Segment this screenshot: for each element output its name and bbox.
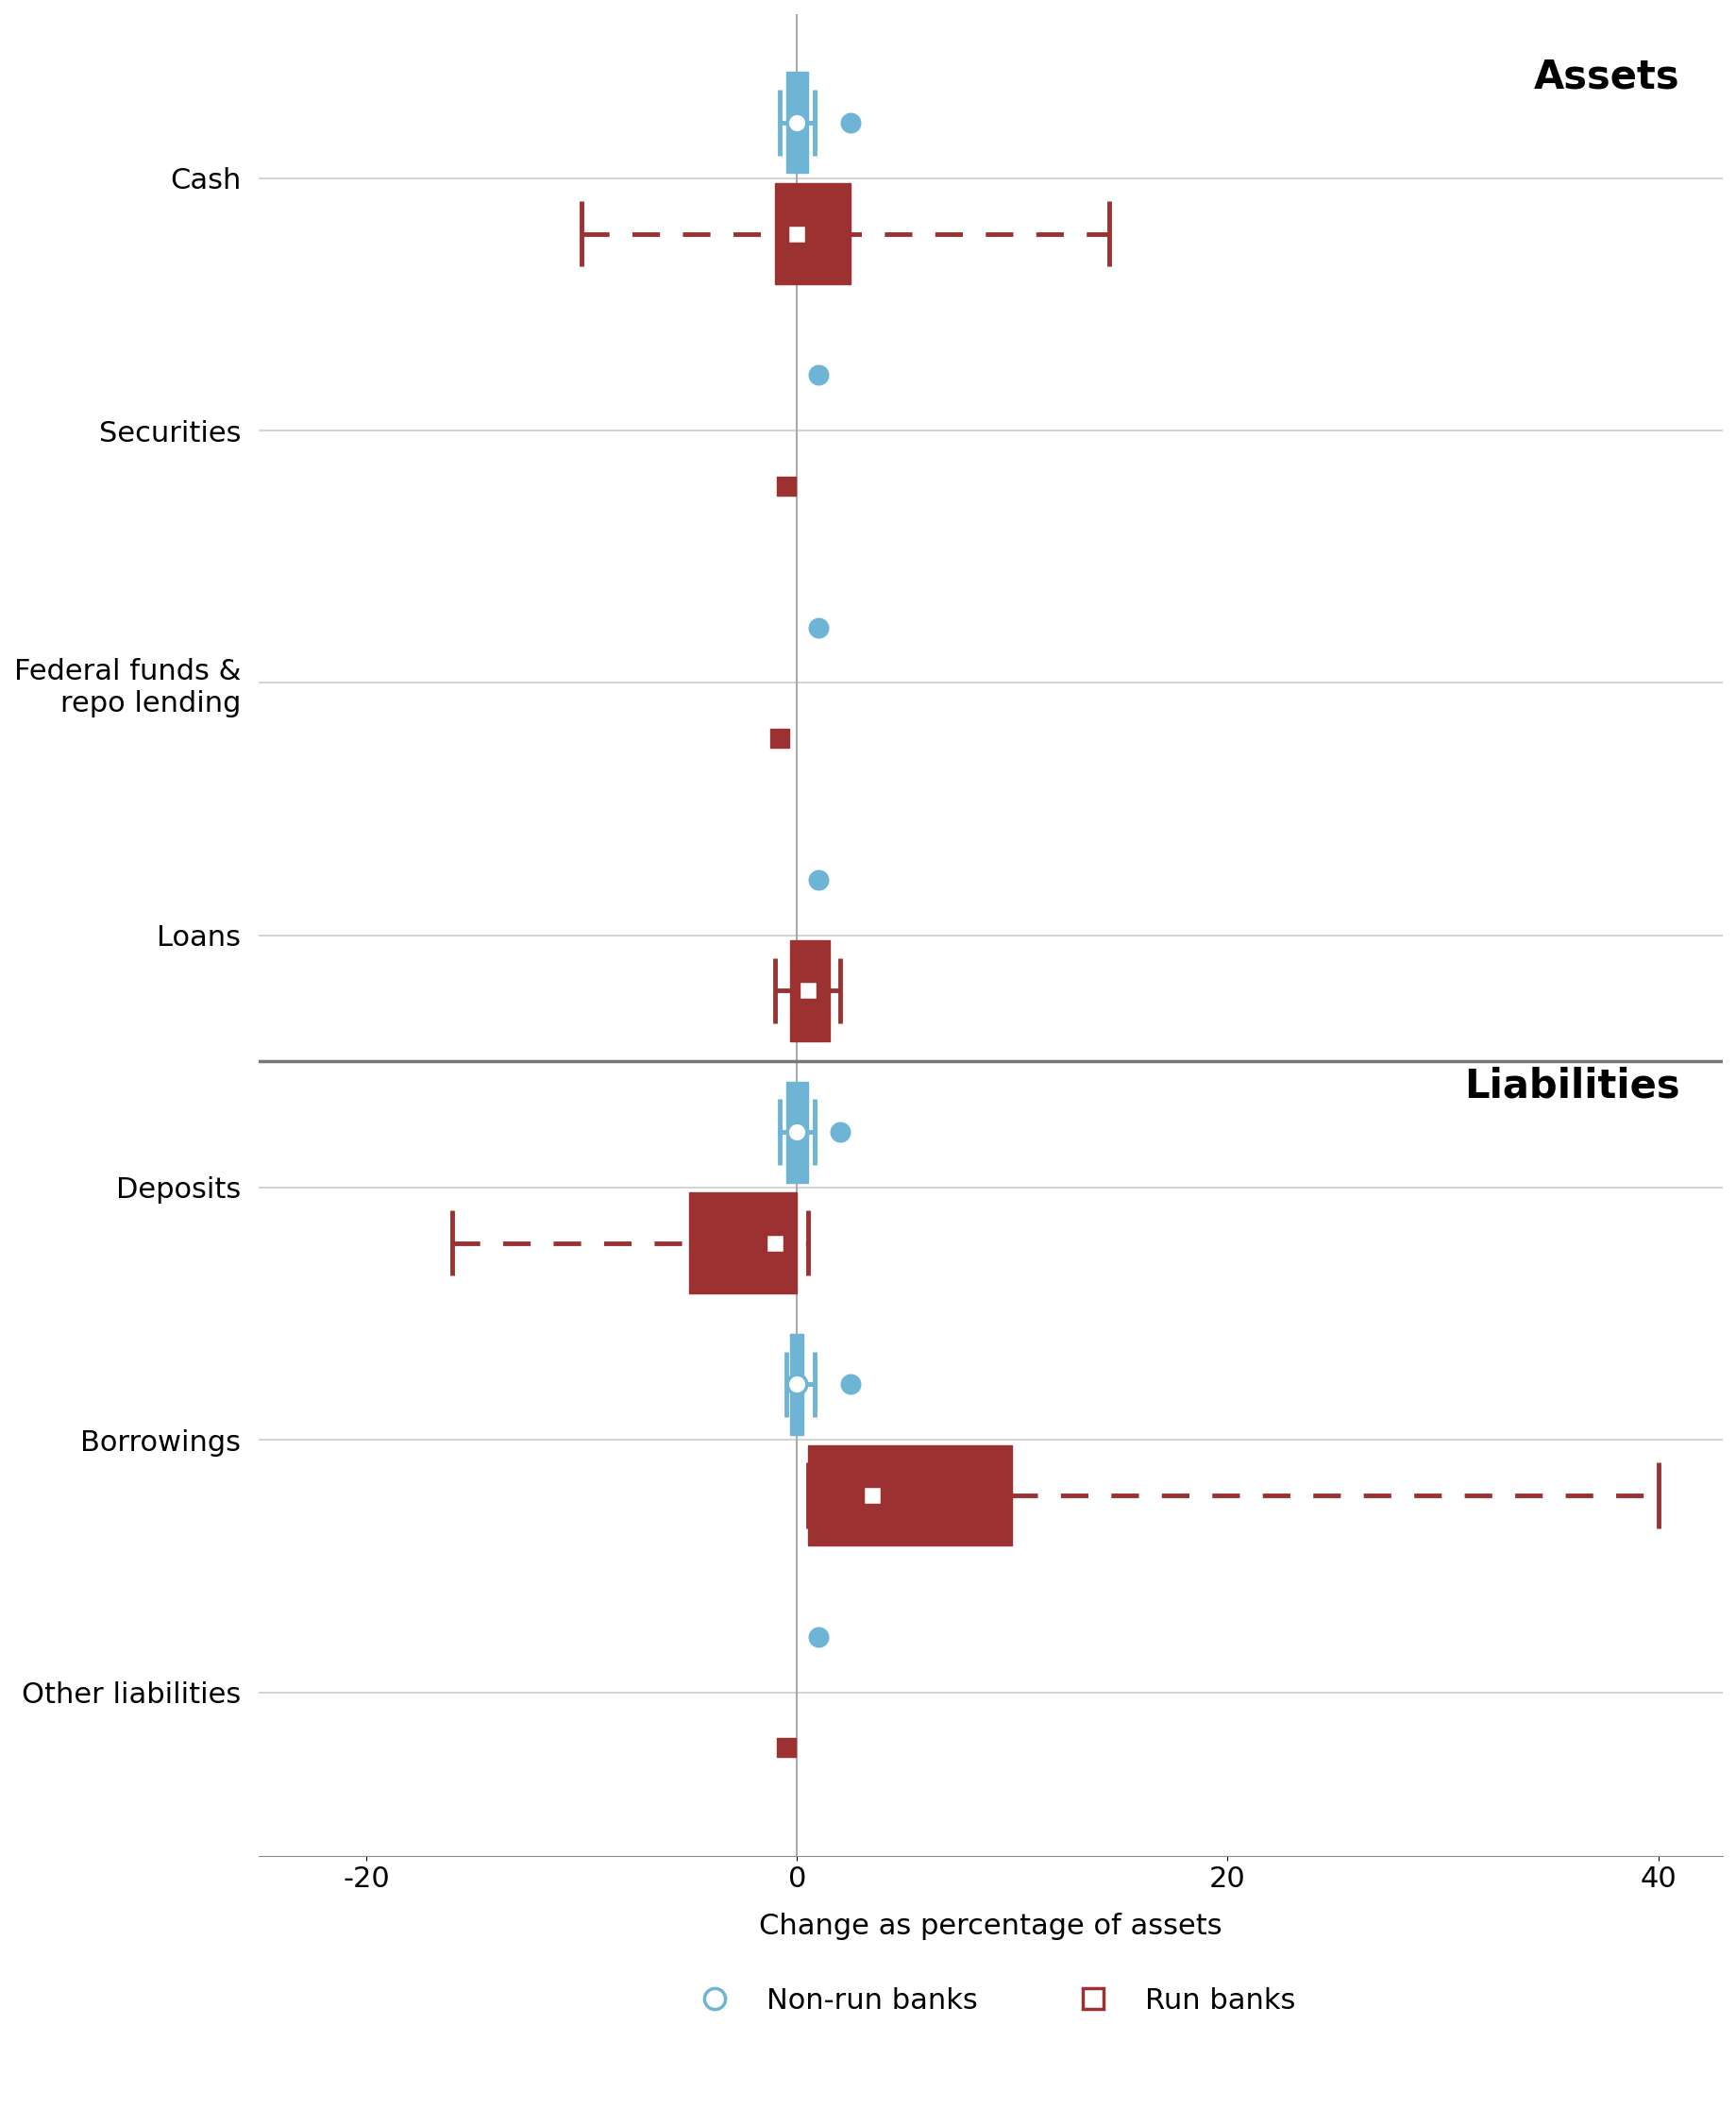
Point	[760, 1227, 788, 1261]
Point	[826, 1114, 854, 1148]
Bar	[786, 1082, 807, 1182]
Text: Liabilities: Liabilities	[1463, 1067, 1679, 1106]
Legend: Non-run banks, Run banks: Non-run banks, Run banks	[674, 1975, 1307, 2026]
X-axis label: Change as percentage of assets: Change as percentage of assets	[759, 1913, 1222, 1939]
Point	[837, 1367, 865, 1401]
Bar	[790, 940, 828, 1042]
Bar	[807, 1446, 1012, 1546]
Point	[773, 1731, 800, 1765]
Point	[804, 863, 832, 897]
Point	[783, 1367, 811, 1401]
Bar	[790, 1333, 804, 1435]
Bar	[689, 1193, 797, 1293]
Point	[783, 217, 811, 251]
Bar	[774, 183, 851, 285]
Bar	[786, 72, 807, 172]
Point	[766, 721, 793, 755]
Point	[804, 357, 832, 391]
Point	[804, 610, 832, 644]
Point	[793, 974, 821, 1008]
Point	[783, 1114, 811, 1148]
Point	[858, 1478, 885, 1512]
Point	[837, 106, 865, 140]
Point	[783, 106, 811, 140]
Point	[804, 1620, 832, 1654]
Point	[773, 470, 800, 504]
Text: Assets: Assets	[1533, 57, 1679, 96]
